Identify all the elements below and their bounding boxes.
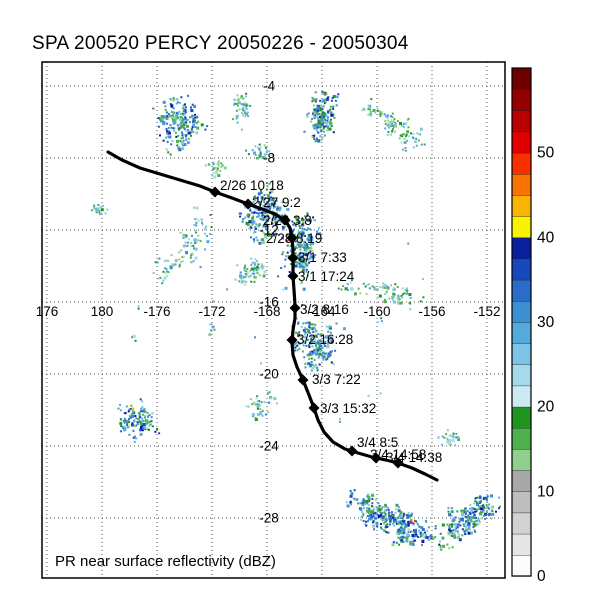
reflectivity-swath xyxy=(337,281,425,311)
track-time-label: 3/1 7:33 xyxy=(298,250,347,265)
colorbar-segment xyxy=(511,512,532,535)
colorbar-segment xyxy=(511,279,532,302)
colorbar-tick-label: 50 xyxy=(537,145,555,162)
latitude-tick-label: -4 xyxy=(263,79,275,94)
plot-caption: PR near surface reflectivity (dBZ) xyxy=(55,553,276,570)
colorbar-tick-label: 0 xyxy=(537,568,546,585)
reflectivity-swath xyxy=(437,429,461,447)
colorbar-segment xyxy=(511,448,532,471)
colorbar-segment xyxy=(511,321,532,344)
track-time-label: 3/2 16:28 xyxy=(297,332,353,347)
reflectivity-swath xyxy=(204,160,227,179)
longitude-tick-label: -168 xyxy=(253,304,280,319)
track-time-label: 3/2 8:16 xyxy=(300,302,349,317)
colorbar-segment xyxy=(511,258,532,281)
colorbar-tick-label: 40 xyxy=(537,229,555,246)
colorbar-segment xyxy=(511,88,532,111)
track-marker-diamond xyxy=(287,270,299,282)
colorbar-tick-label: 10 xyxy=(537,483,555,500)
colorbar-segment xyxy=(511,342,532,365)
axis-labels: -4 -8 -12 -16 -20 -24 -28 176 180 -176 -172 -168 -16… xyxy=(36,79,501,526)
colorbar-tick-label: 20 xyxy=(537,399,555,416)
reflectivity-swath xyxy=(245,391,278,421)
track-marker-diamond xyxy=(370,452,382,464)
track-marker-diamond xyxy=(279,214,291,226)
track-marker-diamond xyxy=(242,198,254,210)
longitude-tick-label: -160 xyxy=(363,304,390,319)
latitude-tick-label: -8 xyxy=(263,151,275,166)
track-time-label: 3/4 8:5 xyxy=(357,435,398,450)
colorbar-segment xyxy=(511,110,532,133)
colorbar-segment xyxy=(511,194,532,217)
track-time-label: 3/1 17:24 xyxy=(298,269,355,284)
plot-border xyxy=(41,61,506,579)
track-marker-diamond xyxy=(286,334,298,346)
track-marker-diamond xyxy=(297,374,309,386)
reflectivity-swath xyxy=(303,91,340,143)
reflectivity-swath xyxy=(431,494,501,550)
storm-track-layer xyxy=(106,150,439,482)
reflectivity-swath xyxy=(361,98,426,152)
longitude-tick-label: -152 xyxy=(473,304,500,319)
latitude-tick-label: -28 xyxy=(259,511,279,526)
colorbar-border xyxy=(511,67,532,577)
latitude-tick-label: -24 xyxy=(259,439,279,454)
colorbar-segment xyxy=(511,533,532,556)
colorbar-segment xyxy=(511,300,532,323)
reflectivity-swath xyxy=(152,94,209,156)
track-time-label: 2/26 10:18 xyxy=(220,178,284,193)
reflectivity-swath xyxy=(131,182,424,423)
latitude-tick-label: -12 xyxy=(259,223,279,238)
track-time-label: 2/28 3:8 xyxy=(263,213,312,228)
reflectivity-swath xyxy=(117,398,161,443)
colorbar-segment xyxy=(511,385,532,408)
track-marker-diamond xyxy=(346,445,358,457)
reflectivity-swath xyxy=(231,92,252,131)
track-marker-diamond xyxy=(209,186,221,198)
track-marker-diamond xyxy=(289,302,301,314)
reflectivity-swath xyxy=(234,257,267,286)
colorbar: 0 10 20 30 40 50 xyxy=(511,67,555,585)
colorbar-segment xyxy=(511,427,532,450)
reflectivity-swath xyxy=(91,204,109,216)
reflectivity-swath xyxy=(245,143,274,161)
latitude-tick-label: -20 xyxy=(259,367,279,382)
chart-title: SPA 200520 PERCY 20050226 - 20050304 xyxy=(32,33,409,54)
longitude-tick-label: -164 xyxy=(308,304,336,319)
grid-lines xyxy=(42,62,505,578)
track-time-label: 3/4 14:38 xyxy=(386,450,442,465)
track-marker-diamond xyxy=(308,402,320,414)
colorbar-segment xyxy=(511,152,532,175)
colorbar-segment xyxy=(511,173,532,196)
track-marker-diamond xyxy=(287,252,299,264)
colorbar-segment xyxy=(511,237,532,260)
longitude-tick-label: 180 xyxy=(91,304,114,319)
reflectivity-swath xyxy=(345,489,443,551)
latitude-tick-label: -16 xyxy=(259,295,279,310)
longitude-tick-label: -176 xyxy=(143,304,170,319)
longitude-tick-label: -172 xyxy=(198,304,225,319)
track-time-labels: 2/26 10:18 2/27 9:2 2/28 3:8 2/28 8:19 3/1 7… xyxy=(220,178,442,465)
track-time-label: 2/27 9:2 xyxy=(252,195,301,210)
longitude-tick-label: -156 xyxy=(418,304,445,319)
colorbar-segment xyxy=(511,215,532,238)
colorbar-segment xyxy=(511,554,532,577)
colorbar-segment xyxy=(511,364,532,387)
colorbar-segment xyxy=(511,491,532,514)
colorbar-segment xyxy=(511,469,532,492)
reflectivity-layer xyxy=(91,91,501,551)
track-marker-diamond xyxy=(392,457,404,469)
colorbar-segment xyxy=(511,406,532,429)
colorbar-tick-label: 30 xyxy=(537,314,555,331)
track-time-label: 3/3 15:32 xyxy=(320,401,376,416)
colorbar-segment xyxy=(511,131,532,154)
track-time-label: 3/3 7:22 xyxy=(312,372,361,387)
track-marker-diamond xyxy=(286,232,298,244)
track-time-label: 3/4 14:58 xyxy=(370,447,426,462)
longitude-tick-label: 176 xyxy=(36,304,59,319)
colorbar-segment xyxy=(511,67,532,90)
reflectivity-swath xyxy=(152,213,213,285)
track-time-label: 2/28 8:19 xyxy=(266,231,322,246)
